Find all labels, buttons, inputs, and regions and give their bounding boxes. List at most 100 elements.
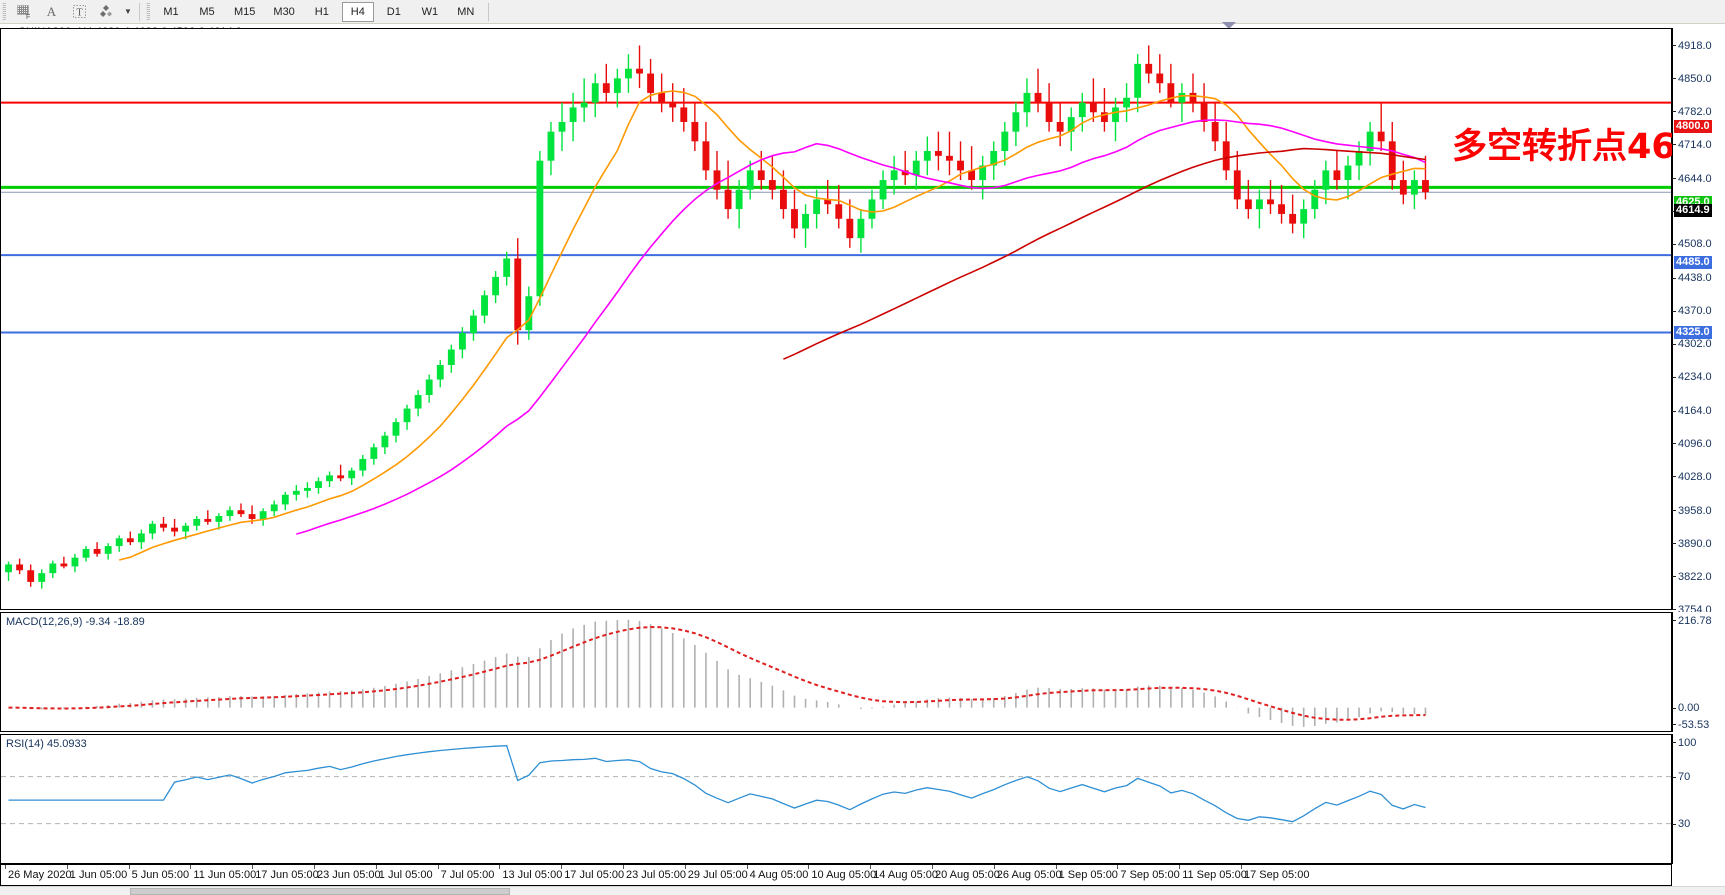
svg-text:F: F (26, 14, 30, 20)
price-label-chip[interactable]: 4614.9 (1674, 204, 1712, 217)
chart-pan-marker[interactable] (1222, 22, 1236, 29)
timeframe-m15[interactable]: M15 (234, 5, 256, 18)
axis-tick-mark (1672, 620, 1676, 621)
price-plot-area[interactable] (1, 29, 1671, 609)
price-axis-border (1672, 28, 1673, 610)
axis-tick-mark (1672, 78, 1676, 80)
axis-tick-mark (1672, 243, 1676, 245)
macd-plot-area[interactable] (1, 613, 1671, 731)
axis-tick-label: 3890.0 (1678, 537, 1712, 550)
time-axis-label: 1 Sep 05:00 (1058, 869, 1118, 881)
axis-tick-mark (1672, 45, 1676, 47)
timeframe-grip[interactable] (146, 2, 150, 21)
toolbar-separator (139, 2, 140, 21)
time-axis-label: 7 Jul 05:00 (440, 869, 495, 881)
time-axis-label: 4 Aug 05:00 (749, 869, 809, 881)
price-axis[interactable]: 4918.04850.04782.04714.04644.04576.04508… (1672, 28, 1725, 616)
time-axis-tick (684, 865, 686, 869)
axis-tick-label: 30 (1678, 818, 1691, 831)
macd-axis-border (1672, 612, 1673, 732)
scrollbar-thumb[interactable] (130, 888, 510, 895)
rsi-axis[interactable]: 100 70 30 (1672, 734, 1725, 864)
time-axis-tick (190, 865, 192, 869)
axis-tick-mark (1672, 111, 1676, 113)
time-axis-tick (1055, 865, 1057, 869)
horizontal-scrollbar[interactable] (0, 886, 1725, 895)
objects-icon[interactable] (94, 1, 120, 23)
axis-tick: 4370.0 (1672, 305, 1725, 318)
objects-dropdown-caret-icon[interactable]: ▼ (124, 7, 132, 16)
time-axis-tick (437, 865, 439, 869)
rsi-chart-svg (1, 745, 1671, 825)
axis-tick: 30 (1672, 818, 1725, 831)
timeframe-h1[interactable]: H1 (314, 5, 329, 18)
macd-axis[interactable]: 216.78 0.00 -53.53 (1672, 612, 1725, 732)
axis-tick-mark (1672, 310, 1676, 312)
price-label-chip[interactable]: 4485.0 (1674, 256, 1712, 269)
time-axis-tick (375, 865, 377, 869)
time-axis-tick (314, 865, 315, 869)
axis-tick-mark (1672, 410, 1676, 412)
axis-tick-label: 4918.0 (1678, 39, 1712, 52)
rsi-title: RSI(14) 45.0933 (6, 738, 87, 750)
svg-text:A: A (46, 4, 56, 19)
time-axis-label: 14 Aug 05:00 (873, 869, 939, 881)
timeframe-mn[interactable]: MN (457, 5, 475, 18)
timeframe-w1[interactable]: W1 (421, 5, 439, 18)
axis-tick-mark (1672, 742, 1676, 743)
time-axis-tick (499, 865, 501, 869)
price-chart-panel[interactable] (0, 28, 1672, 610)
time-axis-tick (128, 865, 130, 869)
price-chart-svg (1, 45, 1671, 589)
time-axis-label: 17 Jul 05:00 (564, 869, 625, 881)
text-tool-icon[interactable]: A (38, 1, 64, 23)
toolbar-grip[interactable] (2, 2, 6, 21)
axis-tick-label: 4714.0 (1678, 138, 1712, 151)
time-axis[interactable]: 26 May 2020 1 Jun 05:00 5 Jun 05:00 11 Jun … (0, 864, 1672, 886)
axis-tick: 0.00 (1672, 702, 1725, 715)
main-toolbar: F A T ▼ M1 M5 M15 M30 H1 (0, 0, 1725, 24)
time-axis-label: 26 May 2020 (8, 869, 72, 881)
axis-tick-label: 216.78 (1678, 614, 1712, 627)
time-axis-tick (808, 865, 810, 869)
axis-tick-mark (1672, 178, 1676, 180)
price-label-chip[interactable]: 4325.0 (1674, 326, 1712, 339)
macd-title: MACD(12,26,9) -9.34 -18.89 (6, 616, 145, 628)
axis-tick: 4508.0 (1672, 238, 1725, 251)
axis-tick-label: 3822.0 (1678, 570, 1712, 583)
axis-tick: 4234.0 (1672, 371, 1725, 384)
rsi-plot-area[interactable] (1, 735, 1671, 863)
axis-tick-label: 4370.0 (1678, 305, 1712, 318)
time-axis-label: 23 Jun 05:00 (317, 869, 381, 881)
text-label-icon[interactable]: T (66, 1, 92, 23)
axis-tick: 4644.0 (1672, 172, 1725, 185)
rsi-panel[interactable]: RSI(14) 45.0933 (0, 734, 1672, 864)
time-axis-tick (870, 865, 872, 869)
timeframe-m30[interactable]: M30 (273, 5, 295, 18)
macd-panel[interactable]: MACD(12,26,9) -9.34 -18.89 (0, 612, 1672, 732)
axis-tick-label: 3958.0 (1678, 504, 1712, 517)
axis-tick-label: 4508.0 (1678, 238, 1712, 251)
axis-tick: 4918.0 (1672, 39, 1725, 52)
time-axis-label: 10 Aug 05:00 (811, 869, 877, 881)
axis-tick-label: 4302.0 (1678, 338, 1712, 351)
time-axis-label: 13 Jul 05:00 (502, 869, 563, 881)
time-axis-tick (1117, 865, 1119, 869)
axis-tick-label: 4028.0 (1678, 470, 1712, 483)
axis-tick-label: 4096.0 (1678, 437, 1712, 450)
axis-tick: 4164.0 (1672, 405, 1725, 418)
axis-tick: 100 (1672, 736, 1725, 749)
timeframe-h4[interactable]: H4 (341, 1, 374, 22)
time-axis-tick (1179, 865, 1181, 869)
axis-tick-mark (1672, 609, 1676, 610)
price-label-chip[interactable]: 4800.0 (1674, 120, 1712, 133)
axis-tick-mark (1672, 776, 1676, 778)
time-axis-label: 17 Sep 05:00 (1244, 869, 1310, 881)
axis-tick-label: 4234.0 (1678, 371, 1712, 384)
timeframe-m1[interactable]: M1 (163, 5, 179, 18)
crosshair-f-icon[interactable]: F (10, 1, 36, 23)
timeframe-d1[interactable]: D1 (386, 5, 401, 18)
svg-text:T: T (76, 8, 82, 19)
timeframe-m5[interactable]: M5 (199, 5, 215, 18)
time-axis-label: 11 Sep 05:00 (1182, 869, 1247, 881)
